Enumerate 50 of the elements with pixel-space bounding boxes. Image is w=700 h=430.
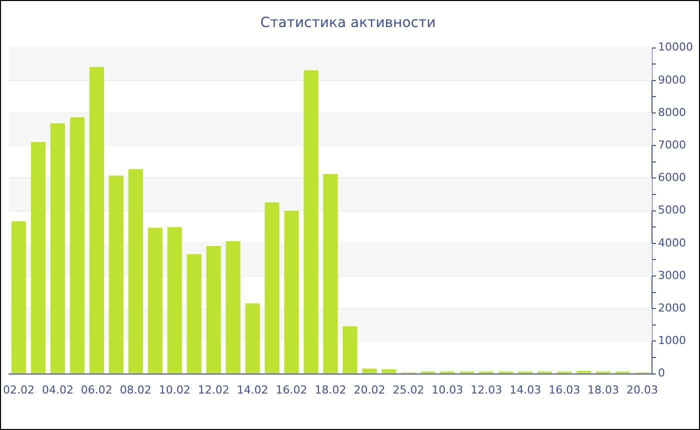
bar (167, 227, 182, 374)
x-tick-label: 16.02 (276, 383, 308, 396)
x-tick-label: 10.02 (158, 383, 190, 396)
x-tick-label: 08.02 (120, 383, 152, 396)
bar (342, 326, 358, 374)
x-tick-label: 20.02 (354, 383, 386, 396)
bar (206, 246, 221, 374)
y-tick-label: 3000 (658, 268, 686, 282)
bar (128, 169, 143, 374)
bar (226, 241, 240, 374)
x-tick-label: 14.03 (510, 383, 542, 396)
y-tick-label: 6000 (658, 171, 686, 184)
x-tick-label: 20.03 (626, 383, 658, 396)
bar (148, 228, 162, 374)
bar (186, 254, 202, 374)
x-tick-label: 10.03 (432, 383, 464, 396)
y-tick-label: 5000 (658, 204, 686, 217)
bar (89, 67, 104, 374)
y-tick-label: 10000 (658, 40, 694, 54)
bar (362, 368, 377, 374)
y-tick-label: 1000 (658, 334, 686, 348)
bar (11, 221, 26, 374)
y-tick-label: 7000 (658, 138, 686, 152)
bar (323, 174, 338, 374)
bar (30, 142, 46, 374)
chart-title: Статистика активности (260, 15, 436, 32)
bar (50, 123, 66, 374)
x-tick-label: 06.02 (80, 383, 112, 396)
x-tick-label: 04.02 (42, 383, 74, 396)
x-tick-label: 14.02 (236, 383, 268, 396)
x-tick-label: 02.02 (2, 383, 34, 396)
y-tick-label: 8000 (658, 106, 686, 119)
bar (304, 70, 318, 374)
y-tick-label: 4000 (658, 236, 686, 250)
x-tick-label: 16.03 (548, 383, 580, 396)
x-tick-label: 18.03 (588, 383, 620, 396)
bar (264, 202, 280, 374)
bar (70, 117, 85, 374)
bar (382, 369, 396, 374)
x-tick-label: 12.03 (470, 383, 502, 396)
bar (245, 303, 260, 374)
bar (576, 370, 592, 374)
y-tick-label: 2000 (658, 301, 686, 314)
x-tick-label: 18.02 (314, 383, 346, 396)
y-tick-label: 9000 (658, 73, 686, 86)
bar (284, 210, 299, 374)
y-tick-label: 0 (658, 366, 666, 380)
x-tick-label: 25.02 (392, 383, 424, 396)
bar (108, 176, 124, 374)
x-tick-label: 12.02 (198, 383, 230, 396)
